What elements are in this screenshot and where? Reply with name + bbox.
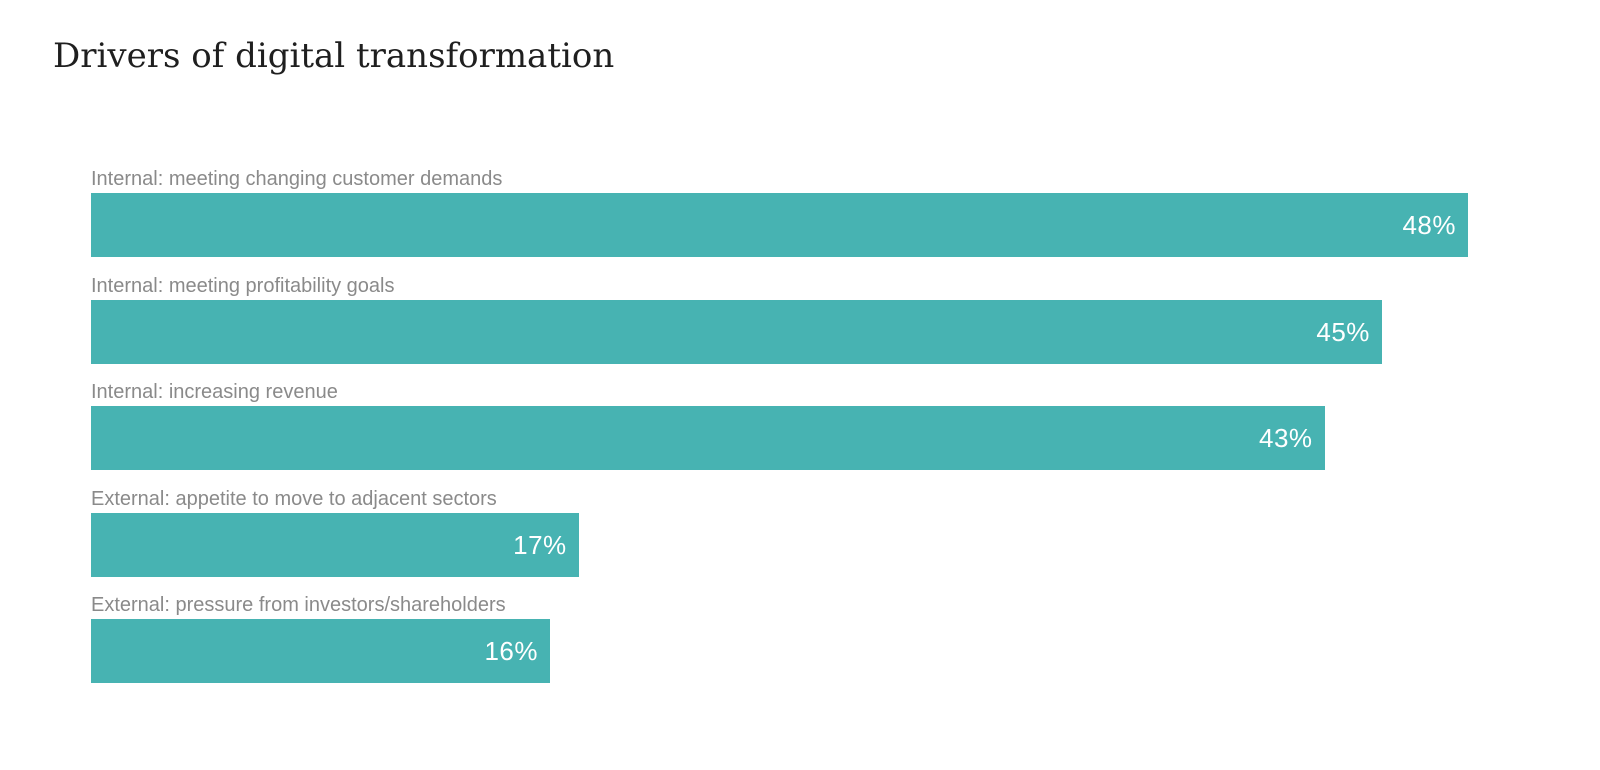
- bar-value-label: 48%: [1402, 210, 1456, 240]
- bar: 16%: [91, 619, 550, 683]
- bar: 45%: [91, 299, 1382, 364]
- bar-category-label: External: pressure from investors/shareh…: [91, 594, 506, 616]
- bar-value-label: 43%: [1259, 423, 1313, 453]
- bar-value-label: 45%: [1316, 316, 1370, 347]
- bar-category-label: Internal: increasing revenue: [91, 381, 338, 403]
- bar: 17%: [91, 512, 579, 577]
- bar: 43%: [91, 406, 1325, 470]
- bar-value-label: 16%: [484, 636, 538, 666]
- bar: 48%: [91, 193, 1468, 257]
- bar-category-label: External: appetite to move to adjacent s…: [91, 487, 497, 510]
- chart-title: Drivers of digital transformation: [53, 36, 615, 76]
- bar-category-label: Internal: meeting changing customer dema…: [91, 168, 503, 190]
- bar-category-label: Internal: meeting profitability goals: [91, 274, 395, 297]
- bar-value-label: 17%: [513, 529, 567, 560]
